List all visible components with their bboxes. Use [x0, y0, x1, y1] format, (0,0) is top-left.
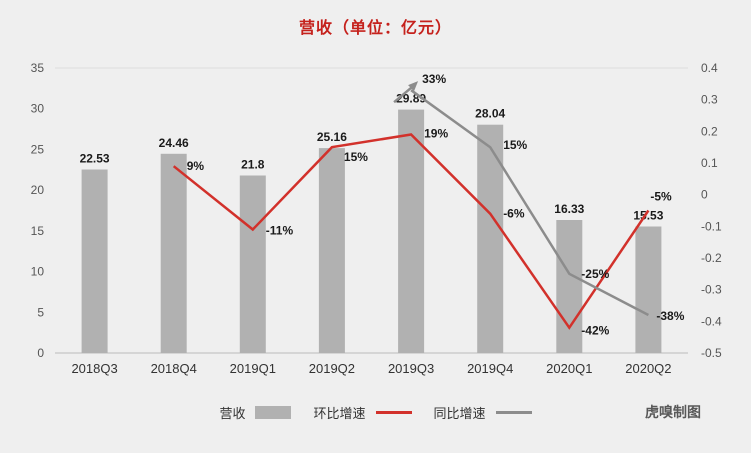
legend-swatch-bar	[255, 405, 292, 419]
svg-text:0.3: 0.3	[701, 93, 718, 107]
svg-text:0: 0	[37, 346, 44, 360]
svg-text:0: 0	[701, 188, 708, 202]
svg-text:2020Q1: 2020Q1	[546, 361, 592, 376]
chart-legend: 营收 环比增速 同比增速	[0, 399, 751, 425]
svg-text:2019Q4: 2019Q4	[467, 361, 513, 376]
svg-text:25: 25	[31, 142, 45, 156]
svg-text:-38%: -38%	[656, 309, 684, 323]
svg-text:20: 20	[31, 183, 45, 197]
svg-text:25.16: 25.16	[317, 130, 347, 144]
svg-text:15%: 15%	[503, 138, 527, 152]
svg-text:-0.4: -0.4	[701, 314, 722, 328]
svg-text:2019Q1: 2019Q1	[230, 361, 276, 376]
svg-text:21.8: 21.8	[241, 158, 265, 172]
svg-text:2018Q3: 2018Q3	[71, 361, 117, 376]
svg-text:-11%: -11%	[266, 224, 294, 238]
legend-item-yoy-growth: 同比增速	[434, 403, 532, 422]
legend-swatch-qoq	[375, 410, 412, 414]
svg-text:0.4: 0.4	[701, 61, 718, 75]
svg-text:33%: 33%	[422, 72, 446, 86]
svg-text:2019Q2: 2019Q2	[309, 361, 355, 376]
svg-text:0.2: 0.2	[701, 124, 718, 138]
svg-text:15.53: 15.53	[633, 209, 663, 223]
svg-text:-25%: -25%	[581, 267, 609, 281]
svg-text:16.33: 16.33	[554, 202, 584, 216]
svg-text:-42%: -42%	[581, 324, 609, 338]
svg-text:10: 10	[31, 265, 45, 279]
legend-label-revenue: 营收	[219, 405, 246, 421]
svg-text:-0.5: -0.5	[701, 346, 722, 360]
svg-text:2020Q2: 2020Q2	[625, 361, 671, 376]
svg-text:0.1: 0.1	[701, 156, 718, 170]
svg-text:9%: 9%	[187, 159, 205, 173]
chart-footer: 营收 环比增速 同比增速 虎嗅制图	[0, 399, 751, 425]
svg-text:15%: 15%	[344, 150, 368, 164]
svg-text:-0.1: -0.1	[701, 219, 722, 233]
svg-text:19%: 19%	[424, 127, 448, 141]
legend-item-qoq-growth: 环比增速	[313, 403, 412, 422]
svg-text:22.53: 22.53	[80, 152, 110, 166]
svg-text:-0.2: -0.2	[701, 251, 722, 265]
svg-text:15: 15	[31, 224, 45, 238]
svg-text:-6%: -6%	[503, 207, 525, 221]
svg-text:24.46: 24.46	[159, 136, 189, 150]
legend-label-yoy-growth: 同比增速	[433, 405, 486, 421]
revenue-combo-chart: 35 30 25 20 15 10 5 0 0.4 0.3 0.2 0.1 0 -0.1 -0.2 -0.3 -…	[31, 61, 722, 376]
legend-label-qoq-growth: 环比增速	[313, 405, 366, 421]
chart-title: 营收（单位：亿元）	[298, 20, 452, 37]
legend-swatch-yoy	[495, 410, 532, 414]
svg-text:-5%: -5%	[650, 190, 672, 204]
credit-label: 虎嗅制图	[645, 404, 701, 420]
svg-text:35: 35	[31, 61, 45, 75]
svg-text:-0.3: -0.3	[701, 283, 722, 297]
svg-text:5: 5	[37, 305, 44, 319]
svg-text:2019Q3: 2019Q3	[388, 361, 434, 376]
svg-text:30: 30	[31, 102, 45, 116]
svg-text:2018Q4: 2018Q4	[151, 361, 197, 376]
svg-text:28.04: 28.04	[475, 107, 505, 121]
legend-item-revenue: 营收	[219, 403, 292, 422]
